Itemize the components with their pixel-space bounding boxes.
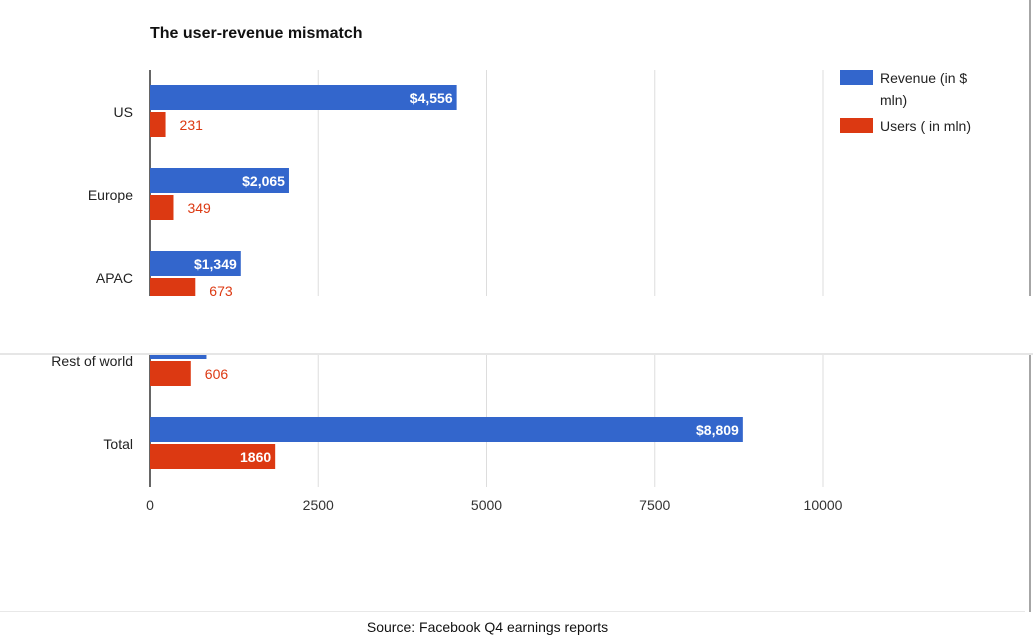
data-label: $1,349 xyxy=(194,256,237,272)
legend-swatch xyxy=(840,70,873,85)
blank-band xyxy=(0,296,1033,355)
x-tick-label: 5000 xyxy=(471,497,502,513)
data-label: $8,809 xyxy=(696,422,739,438)
category-label: Rest of world xyxy=(51,353,133,369)
legend-swatch xyxy=(840,118,873,133)
bar-revenue xyxy=(150,251,241,276)
bar-users xyxy=(150,112,166,137)
bar-revenue xyxy=(150,85,457,110)
chart-title: The user-revenue mismatch xyxy=(150,25,363,42)
data-label: 673 xyxy=(209,283,233,299)
bar-users xyxy=(150,195,174,220)
category-label: APAC xyxy=(96,270,133,286)
data-label: 231 xyxy=(180,117,204,133)
footer-divider xyxy=(0,611,1025,612)
x-tick-label: 0 xyxy=(146,497,154,513)
x-tick-label: 10000 xyxy=(804,497,843,513)
data-label: $4,556 xyxy=(410,90,453,106)
x-tick-label: 2500 xyxy=(303,497,334,513)
category-label: Total xyxy=(103,436,133,452)
category-label: US xyxy=(114,104,133,120)
legend-label: mln) xyxy=(880,92,907,108)
legend-label: Revenue (in $ xyxy=(880,70,967,86)
x-tick-label: 7500 xyxy=(639,497,670,513)
data-label: $2,065 xyxy=(242,173,285,189)
data-label: 1860 xyxy=(240,449,271,465)
bar-users xyxy=(150,444,276,469)
bar-revenue xyxy=(150,417,743,442)
source-caption: Source: Facebook Q4 earnings reports xyxy=(366,619,609,635)
bar-revenue xyxy=(150,168,289,193)
category-label: Europe xyxy=(88,187,133,203)
bar-users xyxy=(150,361,191,386)
data-label: 606 xyxy=(205,366,229,382)
data-label: 349 xyxy=(187,200,211,216)
legend-label: Users ( in mln) xyxy=(880,118,971,134)
